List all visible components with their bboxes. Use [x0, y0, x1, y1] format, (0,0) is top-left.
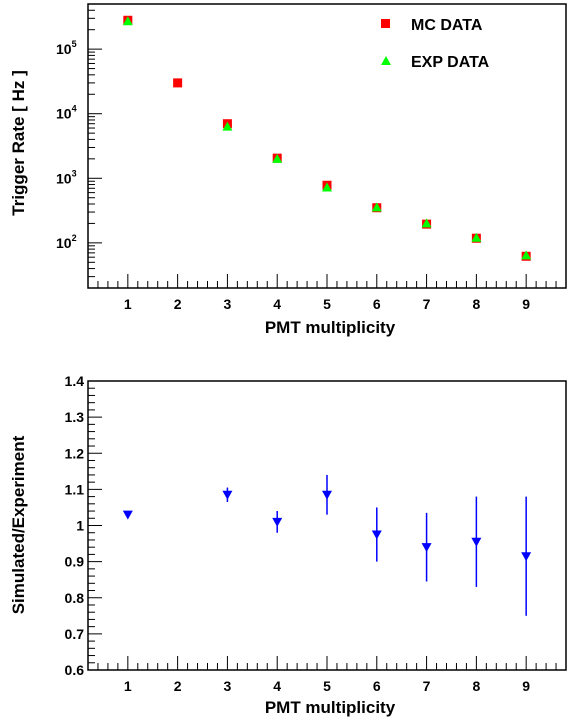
legend-marker-exp [381, 56, 391, 65]
ratio-data-point [421, 543, 432, 553]
top-x-axis-title: PMT multiplicity [265, 318, 396, 337]
top-plot-marks [122, 15, 532, 261]
bottom-x-tick-label: 2 [174, 678, 182, 694]
exp-data-point [521, 250, 532, 260]
ratio-data-point [322, 490, 332, 500]
bottom-y-tick-label: 1.1 [65, 481, 85, 497]
bottom-x-tick-label: 3 [224, 678, 232, 694]
ratio-data-point [272, 517, 283, 527]
top-x-tick-label: 2 [174, 296, 182, 312]
top-plot-y-tick-labels: 102 103 104 105 [56, 39, 77, 251]
bottom-plot: 0.6 0.7 0.8 0.9 1 1.1 1.2 1.3 1.4 1 2 3 4 5 6 7 8 9 PMT … [9, 373, 567, 717]
top-y-axis-title: Trigger Rate [ Hz ] [9, 70, 28, 215]
legend-label-exp: EXP DATA [411, 54, 490, 71]
bottom-x-tick-label: 4 [273, 678, 281, 694]
bottom-y-tick-label: 1.3 [65, 409, 85, 425]
top-x-tick-label: 6 [373, 296, 381, 312]
bottom-x-axis-title: PMT multiplicity [265, 698, 396, 717]
bottom-x-tick-label: 9 [522, 678, 530, 694]
exp-data-point [421, 218, 432, 228]
bottom-x-tick-label: 7 [423, 678, 431, 694]
bottom-y-tick-label: 1.2 [65, 445, 85, 461]
bottom-x-tick-label: 5 [323, 678, 331, 694]
exp-data-point [272, 153, 283, 163]
bottom-plot-x-tick-labels: 1 2 3 4 5 6 7 8 9 [124, 678, 530, 694]
top-x-tick-label: 4 [273, 296, 281, 312]
ratio-data-point [222, 490, 233, 500]
legend: MC DATA EXP DATA [381, 17, 490, 71]
exp-data-point [122, 16, 133, 26]
exp-data-point [471, 232, 482, 242]
exp-data-point [222, 121, 233, 131]
top-x-tick-label: 7 [423, 296, 431, 312]
bottom-y-tick-label: 0.6 [65, 662, 85, 678]
mc-data-point [173, 78, 183, 88]
top-y-tick-label: 103 [56, 168, 77, 186]
bottom-x-tick-label: 8 [472, 678, 480, 694]
top-y-tick-label: 104 [56, 104, 77, 122]
bottom-x-tick-label: 1 [124, 678, 132, 694]
top-x-tick-label: 8 [472, 296, 480, 312]
ratio-data-point [122, 510, 133, 520]
top-y-tick-label: 105 [56, 39, 77, 57]
bottom-plot-marks [122, 474, 532, 616]
bottom-y-axis-title: Simulated/Experiment [9, 435, 28, 614]
top-x-tick-label: 5 [323, 296, 331, 312]
ratio-data-point [471, 537, 482, 547]
ratio-data-point [371, 530, 382, 540]
top-y-tick-label: 102 [56, 233, 77, 251]
bottom-y-tick-label: 1.4 [65, 373, 85, 389]
legend-marker-mc [381, 19, 390, 28]
exp-data-point [322, 182, 332, 192]
top-plot-x-tick-labels: 1 2 3 4 5 6 7 8 9 [124, 296, 530, 312]
bottom-x-tick-label: 6 [373, 678, 381, 694]
exp-data-point [371, 202, 382, 212]
bottom-plot-y-tick-labels: 0.6 0.7 0.8 0.9 1 1.1 1.2 1.3 1.4 [65, 373, 85, 678]
bottom-y-tick-label: 0.8 [65, 590, 85, 606]
bottom-y-tick-label: 1 [76, 518, 84, 534]
top-plot-ticks [88, 3, 557, 289]
bottom-y-tick-label: 0.7 [65, 626, 85, 642]
top-x-tick-label: 1 [124, 296, 132, 312]
top-x-tick-label: 3 [224, 296, 232, 312]
legend-label-mc: MC DATA [411, 17, 483, 34]
ratio-data-point [521, 552, 532, 562]
top-x-tick-label: 9 [522, 296, 530, 312]
bottom-y-tick-label: 0.9 [65, 554, 85, 570]
bottom-plot-ticks [88, 380, 557, 671]
